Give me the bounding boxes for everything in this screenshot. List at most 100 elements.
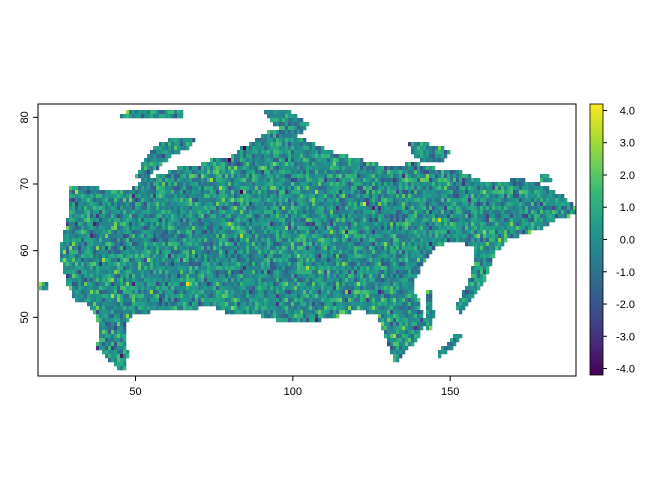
raster-cell — [216, 218, 220, 223]
raster-cell — [198, 250, 202, 255]
raster-cell — [390, 214, 394, 219]
raster-cell — [153, 274, 157, 279]
raster-cell — [441, 238, 445, 243]
raster-cell — [423, 218, 427, 223]
raster-cell — [525, 214, 529, 219]
raster-cell — [372, 246, 376, 251]
raster-cell — [117, 222, 121, 227]
raster-cell — [252, 282, 256, 287]
raster-cell — [297, 150, 301, 155]
raster-cell — [336, 162, 340, 167]
raster-cell — [516, 222, 520, 227]
raster-cell — [342, 290, 346, 295]
raster-cell — [342, 246, 346, 251]
raster-cell — [276, 154, 280, 159]
raster-cell — [90, 258, 94, 263]
raster-cell — [249, 274, 253, 279]
raster-cell — [399, 270, 403, 275]
raster-cell — [429, 234, 433, 239]
raster-cell — [177, 278, 181, 283]
raster-cell — [336, 238, 340, 243]
raster-cell — [360, 182, 364, 187]
raster-cell — [219, 222, 223, 227]
raster-cell — [177, 250, 181, 255]
raster-cell — [186, 230, 190, 235]
raster-cell — [420, 250, 424, 255]
raster-cell — [447, 214, 451, 219]
raster-cell — [375, 238, 379, 243]
raster-cell — [540, 206, 544, 211]
raster-cell — [378, 230, 382, 235]
raster-cell — [144, 262, 148, 267]
raster-cell — [69, 246, 73, 251]
raster-cell — [285, 194, 289, 199]
raster-cell — [306, 234, 310, 239]
raster-cell — [351, 174, 355, 179]
raster-cell — [282, 186, 286, 191]
raster-cell — [216, 286, 220, 291]
raster-cell — [195, 230, 199, 235]
raster-cell — [264, 290, 268, 295]
raster-cell — [339, 194, 343, 199]
raster-cell — [288, 254, 292, 259]
raster-cell — [282, 126, 286, 131]
raster-cell — [294, 234, 298, 239]
raster-cell — [75, 270, 79, 275]
raster-cell — [150, 250, 154, 255]
raster-cell — [462, 214, 466, 219]
raster-cell — [357, 262, 361, 267]
raster-cell — [408, 266, 412, 271]
raster-cell — [399, 198, 403, 203]
raster-cell — [333, 270, 337, 275]
raster-cell — [123, 214, 127, 219]
raster-cell — [132, 254, 136, 259]
raster-cell — [285, 222, 289, 227]
raster-cell — [219, 178, 223, 183]
raster-cell — [285, 150, 289, 155]
raster-cell — [546, 190, 550, 195]
raster-cell — [246, 286, 250, 291]
raster-cell — [462, 290, 466, 295]
raster-cell — [213, 282, 217, 287]
raster-cell — [111, 194, 115, 199]
raster-cell — [78, 230, 82, 235]
raster-cell — [273, 258, 277, 263]
raster-cell — [303, 242, 307, 247]
raster-cell — [348, 262, 352, 267]
raster-cell — [321, 210, 325, 215]
raster-cell — [78, 294, 82, 299]
raster-cell — [300, 138, 304, 143]
raster-cell — [120, 210, 124, 215]
raster-cell — [192, 166, 196, 171]
raster-cell — [69, 218, 73, 223]
raster-cell — [72, 242, 76, 247]
raster-cell — [279, 118, 283, 123]
raster-cell — [414, 194, 418, 199]
raster-cell — [279, 138, 283, 143]
raster-cell — [342, 262, 346, 267]
raster-cell — [396, 258, 400, 263]
raster-cell — [372, 202, 376, 207]
raster-cell — [489, 262, 493, 267]
raster-cell — [66, 226, 70, 231]
raster-cell — [186, 234, 190, 239]
raster-cell — [138, 234, 142, 239]
raster-cell — [210, 278, 214, 283]
raster-cell — [303, 142, 307, 147]
raster-cell — [423, 242, 427, 247]
raster-cell — [360, 234, 364, 239]
raster-cell — [447, 202, 451, 207]
raster-cell — [189, 242, 193, 247]
raster-cell — [159, 114, 163, 119]
raster-cell — [183, 274, 187, 279]
raster-cell — [396, 222, 400, 227]
raster-cell — [411, 198, 415, 203]
raster-cell — [441, 182, 445, 187]
raster-cell — [534, 194, 538, 199]
raster-cell — [288, 194, 292, 199]
raster-cell — [132, 246, 136, 251]
raster-cell — [144, 282, 148, 287]
raster-cell — [309, 226, 313, 231]
raster-cell — [267, 170, 271, 175]
raster-cell — [522, 178, 526, 183]
